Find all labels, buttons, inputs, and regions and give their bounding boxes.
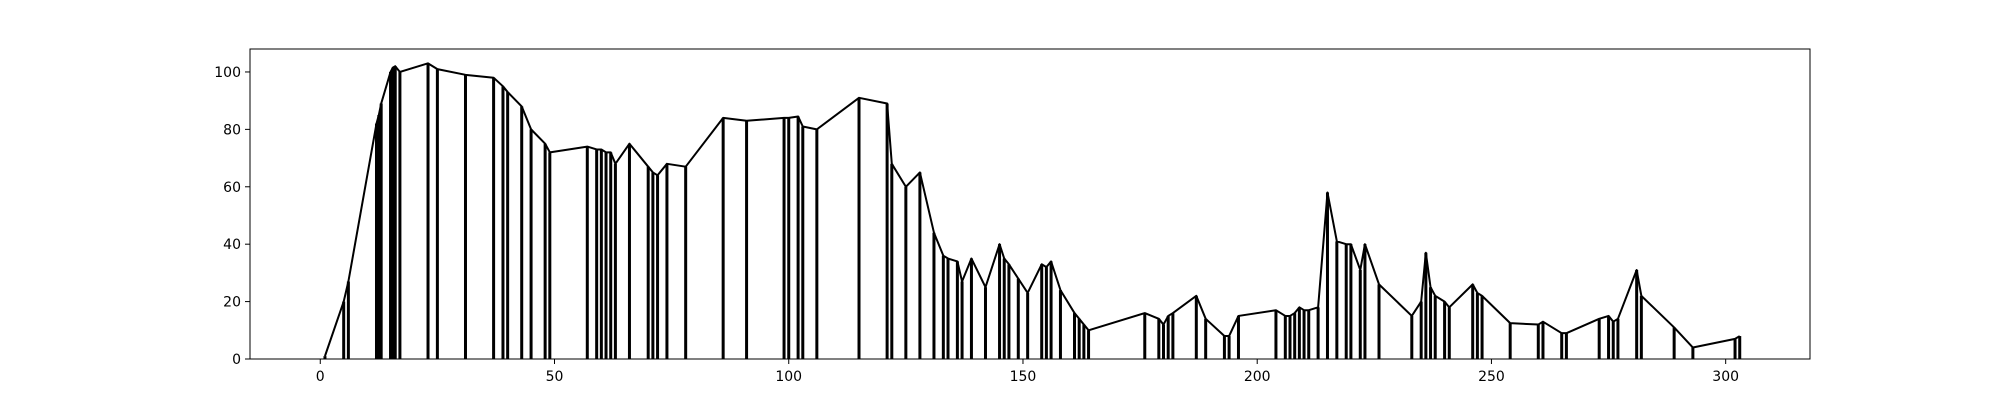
x-tick-label: 0 <box>316 369 325 385</box>
y-tick-label: 0 <box>232 352 241 368</box>
y-tick-label: 60 <box>223 180 241 196</box>
x-tick-label: 150 <box>1010 369 1037 385</box>
series-line <box>324 62 1741 357</box>
y-tick-label: 20 <box>223 295 241 311</box>
x-tick-label: 300 <box>1712 369 1739 385</box>
y-tick-label: 80 <box>223 122 241 138</box>
line-series <box>324 62 1741 357</box>
x-tick-label: 250 <box>1478 369 1505 385</box>
axes: 0 50 100 150 200 250 300 0 20 40 60 80 100 <box>214 48 1811 385</box>
plot-frame <box>249 48 1811 360</box>
x-tick-label: 50 <box>546 369 564 385</box>
y-tick-label: 100 <box>214 65 241 81</box>
y-tick-label: 40 <box>223 237 241 253</box>
bar-marks <box>323 63 1742 359</box>
x-tick-label: 100 <box>775 369 802 385</box>
x-tick-label: 200 <box>1244 369 1271 385</box>
